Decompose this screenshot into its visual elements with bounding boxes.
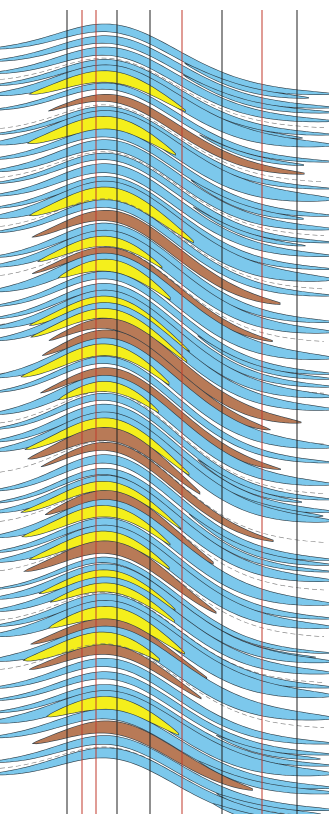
cross-section	[0, 0, 329, 814]
page: (() => { const svg = document.getElement…	[0, 0, 329, 814]
